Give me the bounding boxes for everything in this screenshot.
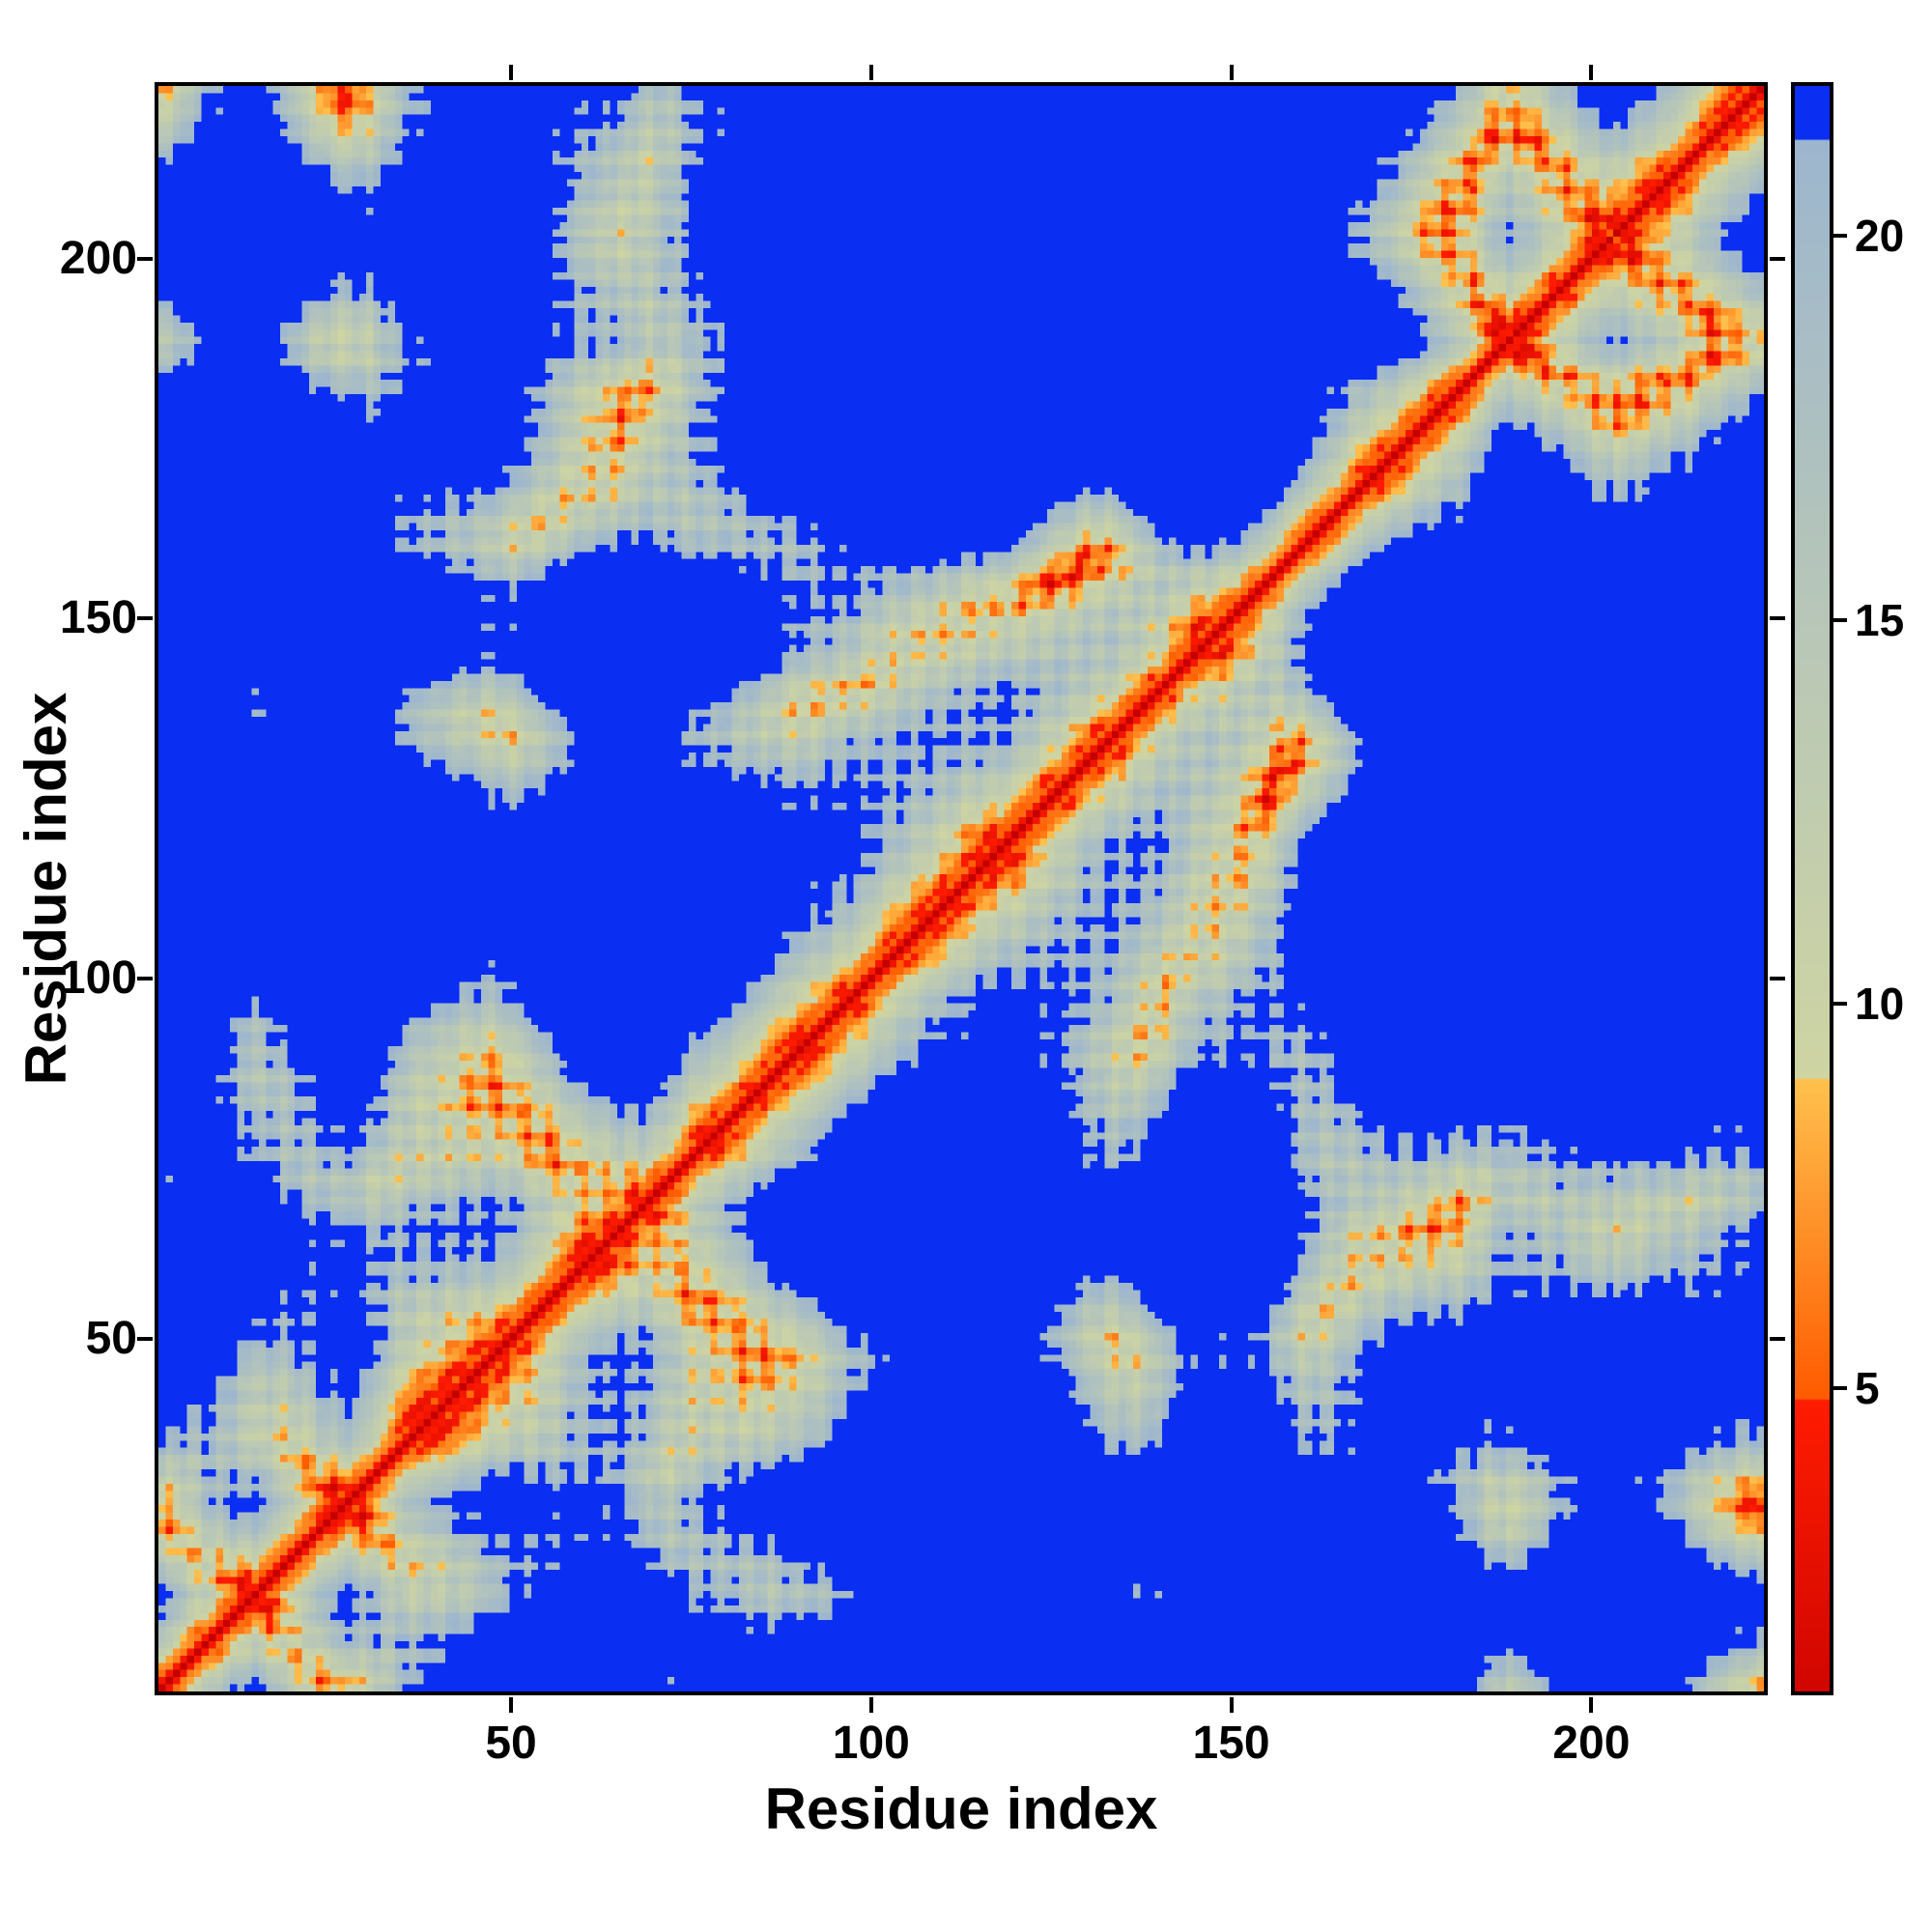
x-tick-label: 100	[832, 1718, 910, 1769]
colorbar-gradient	[1795, 86, 1830, 1691]
colorbar	[1791, 82, 1833, 1695]
x-tick-label: 50	[485, 1718, 537, 1769]
y-tick-label: 150	[59, 592, 137, 644]
y-tick-mark-left	[137, 977, 153, 981]
distance-matrix-heatmap	[158, 86, 1764, 1691]
x-tick-mark-top	[1229, 65, 1234, 80]
colorbar-tick-label: 5	[1855, 1362, 1880, 1413]
y-tick-mark-right	[1770, 977, 1785, 981]
x-tick-mark-top	[868, 65, 873, 80]
y-tick-mark-right	[1770, 1336, 1785, 1341]
y-tick-mark-left	[137, 616, 153, 621]
colorbar-tick-mark	[1833, 1385, 1847, 1390]
y-axis-label: Residue index	[14, 692, 78, 1086]
colorbar-tick-mark	[1833, 617, 1847, 622]
x-axis-label: Residue index	[764, 1776, 1158, 1841]
x-tick-mark-bottom	[509, 1697, 514, 1713]
x-tick-label: 150	[1192, 1718, 1270, 1769]
x-tick-mark-bottom	[1589, 1697, 1594, 1713]
colorbar-tick-label: 15	[1855, 594, 1905, 645]
colorbar-tick-label: 20	[1855, 211, 1905, 262]
x-tick-label: 200	[1552, 1718, 1631, 1769]
y-tick-mark-right	[1770, 616, 1785, 621]
plot-area	[155, 82, 1768, 1695]
colorbar-tick-mark	[1833, 234, 1847, 239]
y-tick-label: 100	[59, 952, 137, 1005]
colorbar-tick-mark	[1833, 1002, 1847, 1007]
colorbar-tick-label: 10	[1855, 979, 1905, 1030]
y-tick-mark-right	[1770, 256, 1785, 261]
x-tick-mark-bottom	[1229, 1697, 1234, 1713]
x-tick-mark-top	[1589, 65, 1594, 80]
x-tick-mark-bottom	[868, 1697, 873, 1713]
y-tick-mark-left	[137, 256, 153, 261]
x-tick-mark-top	[509, 65, 514, 80]
y-tick-mark-left	[137, 1336, 153, 1341]
y-tick-label: 50	[85, 1312, 137, 1364]
y-tick-label: 200	[59, 232, 137, 284]
